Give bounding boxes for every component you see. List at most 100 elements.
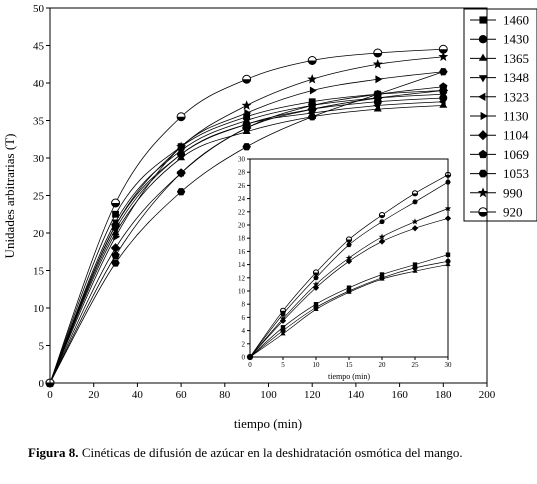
main-y-tick-label: 20: [33, 228, 45, 240]
main-data-point: [110, 243, 121, 253]
main-data-point: [113, 232, 121, 241]
main-data-point: [373, 90, 382, 98]
main-data-point: [373, 48, 383, 58]
legend-item: 1323: [470, 89, 529, 104]
inset-data-point: [379, 272, 385, 277]
inset-y-tick-label: 26: [238, 182, 246, 190]
main-y-tick-label: 0: [39, 378, 45, 390]
legend-item: 920: [470, 205, 523, 220]
main-x-tick-label: 140: [348, 389, 365, 401]
inset-data-point: [312, 284, 320, 291]
inset-x-tick-label: 0: [248, 361, 252, 369]
main-y-tick-label: 10: [33, 303, 45, 315]
legend-item: 1104: [470, 128, 529, 143]
main-chart: 0 20 40 60 80 100 120 140 160 180 200 051015202530…: [2, 3, 496, 431]
main-data-point: [176, 150, 184, 159]
legend-marker: [480, 111, 488, 121]
legend-label: 1104: [503, 128, 529, 143]
main-data-point: [176, 188, 186, 196]
main-x-tick-label: 80: [219, 389, 231, 401]
legend-marker: [477, 130, 489, 141]
inset-data-point: [280, 311, 286, 317]
main-y-tick-label: 45: [33, 40, 45, 52]
inset-y-tick-label: 14: [238, 261, 246, 269]
main-data-point: [439, 68, 448, 76]
main-y-tick-label: 5: [39, 340, 45, 352]
main-series-line: [49, 90, 444, 384]
main-x-tick-label: 20: [88, 389, 100, 401]
legend-marker: [478, 75, 488, 83]
main-data-point: [308, 113, 317, 121]
inset-data-point: [345, 254, 353, 261]
inset-data-point: [378, 233, 386, 240]
inset-y-tick-label: 22: [238, 208, 246, 216]
legend-marker: [478, 53, 488, 61]
inset-series-line: [249, 181, 449, 358]
legend-marker: [478, 35, 488, 44]
main-data-point: [241, 100, 252, 110]
inset-x-tick-label: 25: [412, 361, 420, 369]
main-data-point: [309, 86, 317, 95]
main-x-ticks: 0 20 40 60 80 100 120 140 160 180 200: [47, 383, 496, 401]
main-data-point: [243, 113, 251, 121]
main-data-point: [176, 168, 186, 177]
main-data-point: [111, 198, 121, 208]
inset-y-tick-label: 6: [242, 314, 246, 322]
main-y-tick-label: 50: [33, 3, 45, 15]
inset-y-tick-label: 2: [242, 340, 246, 348]
legend-marker: [478, 169, 488, 178]
inset-series-line: [249, 208, 449, 358]
inset-series-line: [249, 264, 449, 358]
inset-data-point: [313, 275, 319, 281]
main-data-point: [373, 101, 381, 110]
inset-y-tick-label: 0: [242, 353, 246, 361]
legend-item: 1069: [470, 147, 529, 162]
legend-item: 1053: [470, 166, 529, 181]
inset-data-point: [313, 301, 319, 307]
main-y-ticks: 0 5 10 15 20 25 30 35 40 45 50: [33, 3, 50, 390]
inset-data-point: [313, 306, 319, 311]
inset-data-point: [312, 281, 320, 288]
inset-y-tick-label: 12: [238, 274, 246, 282]
inset-x-tick-label: 30: [445, 361, 453, 369]
main-plot-frame: [49, 7, 488, 384]
main-y-tick-label: 30: [33, 153, 45, 165]
legend: 1460 1430 1365 1348 1323 1130 1104 1069 1053 990 9…: [463, 8, 537, 222]
inset-data-point: [412, 265, 418, 271]
main-data-point: [110, 220, 121, 230]
inset-x-tick-label: 10: [313, 361, 321, 369]
main-x-tick-label: 0: [47, 389, 53, 401]
legend-marker: [477, 187, 489, 198]
inset-data-point: [411, 190, 419, 197]
inset-data-point: [312, 269, 320, 276]
inset-y-tick-label: 30: [238, 155, 246, 163]
figure-caption: Figura 8. Cinéticas de difusión de azúca…: [28, 445, 498, 461]
inset-x-ticks: 0 5 10 15 20 25 30: [248, 357, 452, 369]
main-data-point: [111, 259, 120, 267]
caption-text: Cinéticas de difusión de azúcar en la de…: [78, 445, 463, 460]
legend-marker: [479, 16, 487, 24]
inset-data-point: [412, 268, 418, 273]
inset-y-tick-label: 16: [238, 248, 246, 256]
legend-label: 920: [503, 205, 523, 220]
main-x-tick-label: 180: [435, 389, 452, 401]
inset-data-point: [412, 262, 418, 267]
inset-data-point: [411, 218, 419, 225]
main-data-point: [307, 56, 317, 65]
main-data-point: [242, 74, 252, 84]
inset-chart: 0 5 10 15 20 25 30 024681012141618202224262830…: [238, 155, 452, 381]
inset-data-point: [378, 212, 386, 219]
legend-label: 1069: [503, 147, 529, 162]
main-y-tick-label: 15: [33, 265, 45, 277]
inset-data-point: [379, 219, 385, 225]
inset-y-tick-label: 28: [238, 169, 246, 177]
inset-x-axis-label: tiempo (min): [328, 372, 370, 381]
main-y-tick-label: 40: [33, 78, 45, 90]
main-x-tick-label: 200: [479, 389, 496, 401]
inset-data-point: [411, 225, 419, 232]
legend-label: 1348: [503, 70, 529, 85]
main-data-point: [242, 123, 251, 132]
main-series-line: [49, 90, 444, 384]
inset-data-point: [378, 238, 386, 245]
inset-y-tick-label: 4: [242, 327, 246, 335]
